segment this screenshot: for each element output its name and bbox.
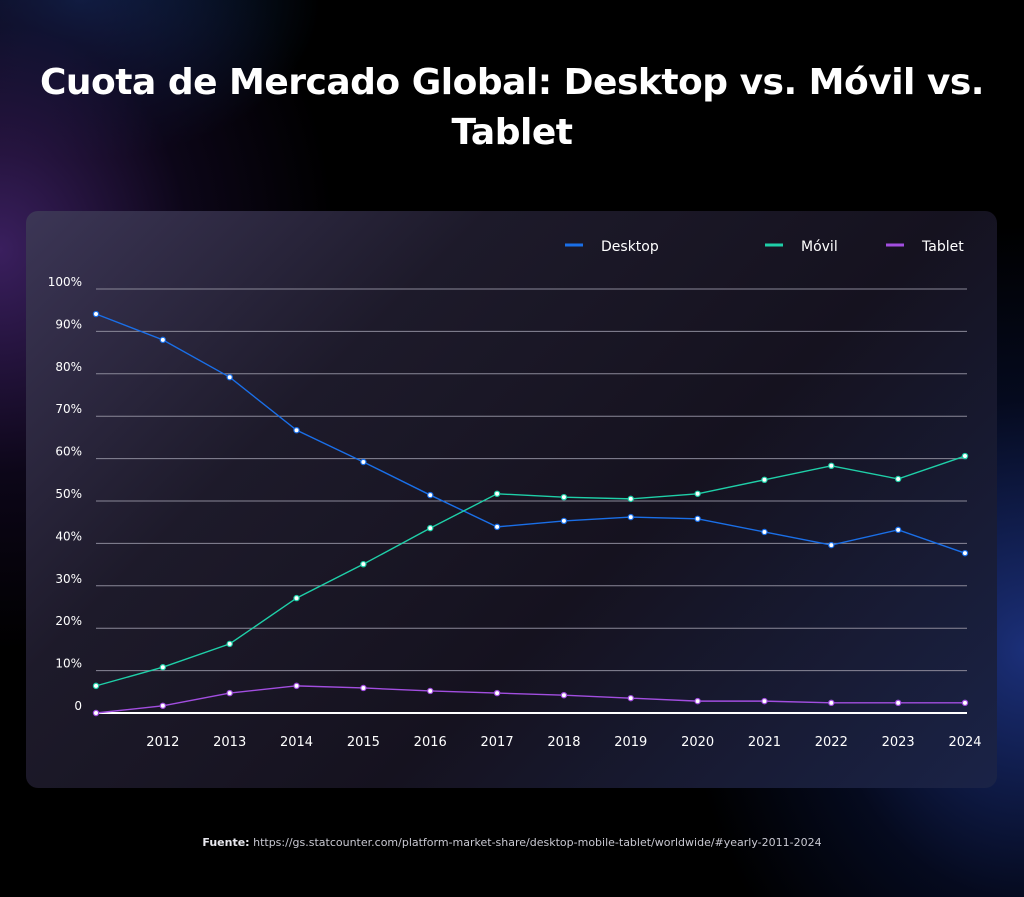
x-tick-label: 2022 [815,735,848,750]
x-tick-label: 2012 [146,735,179,750]
x-tick-label: 2015 [347,735,380,750]
data-point [961,699,969,707]
y-tick-label: 30% [55,572,82,586]
legend-label: Desktop [601,239,659,255]
data-point [493,523,501,531]
data-point [293,682,300,690]
y-tick-label: 0 [74,699,82,713]
y-tick-label: 50% [55,487,82,501]
data-point [493,490,501,497]
series-line-desktop [95,313,966,554]
data-point [92,682,100,690]
data-point [694,515,701,523]
data-point [427,524,434,532]
data-point [627,495,634,503]
data-point [427,687,434,695]
legend-label: Tablet [921,239,964,255]
data-point [159,664,167,671]
source-url[interactable]: https://gs.statcounter.com/platform-mark… [253,836,822,849]
data-point [694,697,701,705]
y-tick-label: 10% [55,657,82,671]
data-point [360,684,367,692]
data-point [961,452,969,460]
data-point [828,699,835,707]
x-tick-label: 2014 [280,735,313,750]
data-point [293,426,300,434]
data-point [92,709,100,717]
y-tick-label: 60% [55,445,82,459]
data-point [226,373,233,381]
data-point [560,517,568,525]
y-tick-label: 70% [55,402,82,416]
legend-label: Móvil [801,239,838,255]
data-point [828,462,835,470]
data-point [828,541,835,549]
y-tick-label: 100% [48,275,82,289]
data-point [761,697,768,705]
series-line-móvil [95,455,966,687]
x-tick-label: 2018 [547,735,580,750]
data-point [159,336,167,344]
data-point [694,490,701,497]
y-tick-label: 40% [55,529,82,543]
chart-title: Cuota de Mercado Global: Desktop vs. Móv… [40,62,984,153]
data-point [159,702,167,709]
x-tick-label: 2016 [414,735,447,750]
source-note: Fuente: https://gs.statcounter.com/platf… [0,836,1024,849]
x-tick-label: 2013 [213,735,246,750]
data-point [226,640,233,648]
x-tick-label: 2023 [882,735,915,750]
x-tick-label: 2017 [481,735,514,750]
chart-panel [26,211,997,788]
source-label: Fuente: [202,836,250,849]
data-point [293,594,300,602]
data-point [92,310,100,318]
data-point [894,526,902,534]
data-point [894,699,902,707]
x-tick-label: 2019 [614,735,647,750]
data-point [560,691,568,699]
data-point [627,513,634,521]
series-line-tablet [95,685,965,714]
y-tick-label: 20% [55,614,82,628]
y-tick-label: 90% [55,317,82,331]
x-tick-label: 2024 [948,735,981,750]
data-point [360,458,367,466]
data-point [427,491,434,499]
x-tick-label: 2021 [748,735,781,750]
y-tick-label: 80% [55,360,82,374]
data-point [493,689,501,697]
data-point [226,689,233,697]
x-tick-label: 2020 [681,735,714,750]
data-point [961,549,969,557]
data-point [761,528,768,536]
data-point [627,694,634,702]
data-point [761,476,768,483]
data-point [560,493,568,501]
data-point [894,475,902,483]
data-point [360,560,367,568]
